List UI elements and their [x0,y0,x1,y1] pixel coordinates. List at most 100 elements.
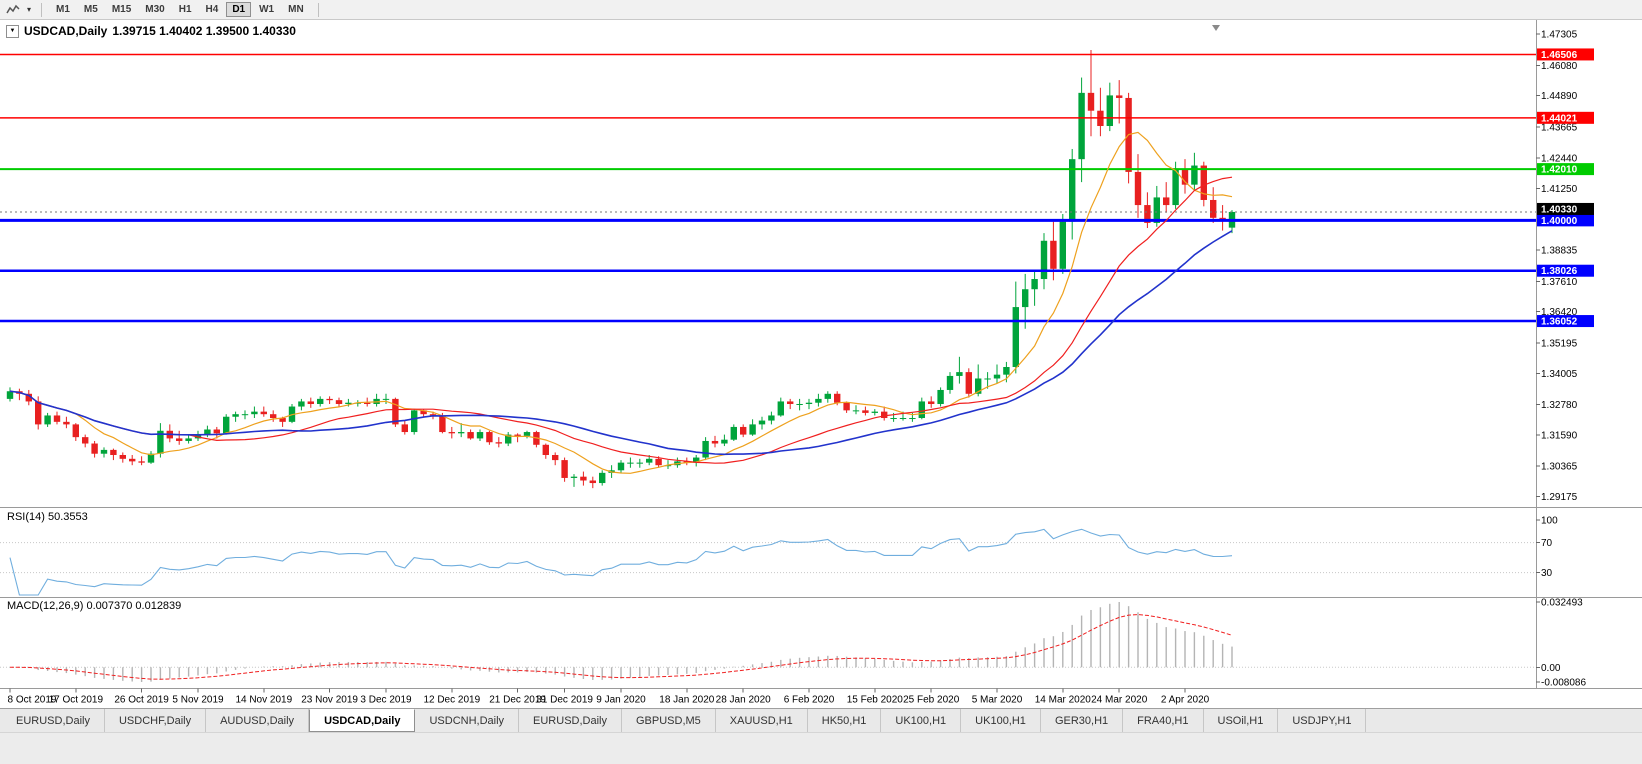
svg-text:1.40330: 1.40330 [1541,204,1578,215]
chart-tab-GBPUSD-M5[interactable]: GBPUSD,M5 [622,709,716,732]
price-scale[interactable]: 1.47305 1.46080 1.44890 1.43665 1.42440 1.412… [1536,30,1594,689]
svg-text:1.31590: 1.31590 [1541,430,1578,441]
chart-tab-AUDUSD-Daily[interactable]: AUDUSD,Daily [206,709,310,732]
svg-text:1.44021: 1.44021 [1541,113,1578,124]
svg-text:70: 70 [1541,538,1553,549]
svg-text:100: 100 [1541,516,1558,527]
timeframe-button-M30[interactable]: M30 [145,4,165,15]
timeframe-button-M15[interactable]: M15 [111,4,132,15]
rsi-line [9,528,1233,596]
ma-fast-line [9,131,1233,474]
svg-text:1.32780: 1.32780 [1541,400,1578,411]
timeframe-button-H4[interactable]: H4 [205,4,219,15]
ma-slow-line [9,230,1233,456]
chart-shift-marker[interactable] [1212,25,1220,31]
svg-text:1.36420: 1.36420 [1541,307,1578,318]
timeframe-button-D1[interactable]: D1 [226,2,252,17]
ohlc-values: 1.39715 1.40402 1.39500 1.40330 [112,24,296,38]
svg-text:1.29175: 1.29175 [1541,492,1578,503]
chart-tab-EURUSD-Daily[interactable]: EURUSD,Daily [519,709,622,732]
svg-text:1.47305: 1.47305 [1541,30,1578,41]
svg-text:1.34005: 1.34005 [1541,369,1578,380]
svg-text:30: 30 [1541,568,1553,579]
svg-text:3 Dec 2019: 3 Dec 2019 [360,695,412,706]
chart-type-dropdown-caret[interactable]: ▾ [26,5,31,14]
svg-text:1.41250: 1.41250 [1541,184,1578,195]
chart-tab-USOil-H1[interactable]: USOil,H1 [1204,709,1279,732]
svg-text:6 Feb 2020: 6 Feb 2020 [784,695,835,706]
price-badge-1.36052 [1537,315,1594,328]
timeframe-button-MN[interactable]: MN [288,4,304,15]
toolbar-separator [41,2,42,17]
symbol-dropdown-icon[interactable]: ▼ [6,24,19,38]
timeframe-button-M5[interactable]: M5 [83,4,98,15]
price-badge-1.38026 [1537,264,1594,277]
svg-text:1.35195: 1.35195 [1541,338,1578,349]
svg-text:26 Oct 2019: 26 Oct 2019 [114,695,169,706]
chart-tab-UK100-H1[interactable]: UK100,H1 [961,709,1041,732]
svg-text:25 Feb 2020: 25 Feb 2020 [903,695,960,706]
svg-text:9 Jan 2020: 9 Jan 2020 [596,695,646,706]
chart-tab-EURUSD-Daily[interactable]: EURUSD,Daily [2,709,105,732]
chart-tab-USDCAD-Daily[interactable]: USDCAD,Daily [309,709,416,732]
chart-tab-FRA40-H1[interactable]: FRA40,H1 [1123,709,1204,732]
status-strip [0,732,1642,764]
chart-tab-USDCNH-Daily[interactable]: USDCNH,Daily [415,709,520,732]
svg-text:1.40000: 1.40000 [1541,216,1578,227]
rsi-indicator-label: RSI(14) 50.3553 [7,511,88,523]
chart-tab-USDJPY-H1[interactable]: USDJPY,H1 [1278,709,1367,732]
svg-text:23 Nov 2019: 23 Nov 2019 [301,695,358,706]
chart-tab-USDCHF-Daily[interactable]: USDCHF,Daily [105,709,207,732]
price-badge-1.44021 [1537,111,1594,124]
svg-text:1.38026: 1.38026 [1541,266,1578,277]
price-badge-1.40000 [1537,214,1594,227]
svg-text:0.00: 0.00 [1541,663,1561,674]
svg-text:0.032493: 0.032493 [1541,598,1583,609]
chart-background [0,20,1642,708]
svg-text:18 Jan 2020: 18 Jan 2020 [659,695,714,706]
top-toolbar: ▾ M1 M5 M15 M30 H1 H4 D1 W1 MN [0,0,1642,20]
svg-text:12 Dec 2019: 12 Dec 2019 [423,695,480,706]
macd-signal-line [10,614,1233,680]
price-badge-1.46506 [1537,48,1594,61]
price-chart-canvas[interactable]: 1.47305 1.46080 1.44890 1.43665 1.42440 1.412… [0,20,1642,708]
chart-tab-HK50-H1[interactable]: HK50,H1 [808,709,882,732]
timeframe-button-W1[interactable]: W1 [259,4,275,15]
svg-text:24 Mar 2020: 24 Mar 2020 [1091,695,1148,706]
chart-window[interactable]: 1.47305 1.46080 1.44890 1.43665 1.42440 1.412… [0,20,1642,708]
price-badge-1.42010 [1537,163,1594,176]
svg-text:1.36052: 1.36052 [1541,317,1578,328]
svg-text:1.46506: 1.46506 [1541,50,1578,61]
chart-tab-bar: EURUSD,Daily USDCHF,Daily AUDUSD,Daily USDC… [0,708,1642,732]
svg-text:1.30365: 1.30365 [1541,462,1578,473]
chart-type-icon[interactable] [4,2,22,18]
svg-text:14 Mar 2020: 14 Mar 2020 [1035,695,1092,706]
svg-text:1.44890: 1.44890 [1541,91,1578,102]
line-chart-glyph [6,4,20,13]
svg-text:28 Jan 2020: 28 Jan 2020 [716,695,771,706]
chart-tab-XAUUSD-H1[interactable]: XAUUSD,H1 [716,709,808,732]
svg-text:1.46080: 1.46080 [1541,61,1578,72]
timeframe-button-H1[interactable]: H1 [178,4,192,15]
macd-histogram [18,602,1233,682]
svg-text:1.42440: 1.42440 [1541,154,1578,165]
svg-text:31 Dec 2019: 31 Dec 2019 [536,695,593,706]
svg-text:5 Nov 2019: 5 Nov 2019 [172,695,224,706]
svg-text:1.42010: 1.42010 [1541,165,1578,176]
timeframe-button-M1[interactable]: M1 [56,4,70,15]
current-price-badge [1537,202,1594,215]
chart-title: ▼ USDCAD,Daily 1.39715 1.40402 1.39500 1… [6,24,296,38]
macd-indicator-label: MACD(12,26,9) 0.007370 0.012839 [7,600,182,612]
toolbar-separator [317,2,319,17]
svg-text:15 Feb 2020: 15 Feb 2020 [847,695,904,706]
chart-tab-GER30-H1[interactable]: GER30,H1 [1041,709,1124,732]
svg-text:2 Apr 2020: 2 Apr 2020 [1161,695,1210,706]
ma-mid-line [9,176,1233,464]
svg-text:21 Dec 2019: 21 Dec 2019 [489,695,546,706]
chart-tab-UK100-H1[interactable]: UK100,H1 [881,709,962,732]
svg-text:1.43665: 1.43665 [1541,122,1578,133]
timeframe-toolbar: M1 M5 M15 M30 H1 H4 D1 W1 MN [49,2,311,17]
svg-text:14 Nov 2019: 14 Nov 2019 [235,695,292,706]
